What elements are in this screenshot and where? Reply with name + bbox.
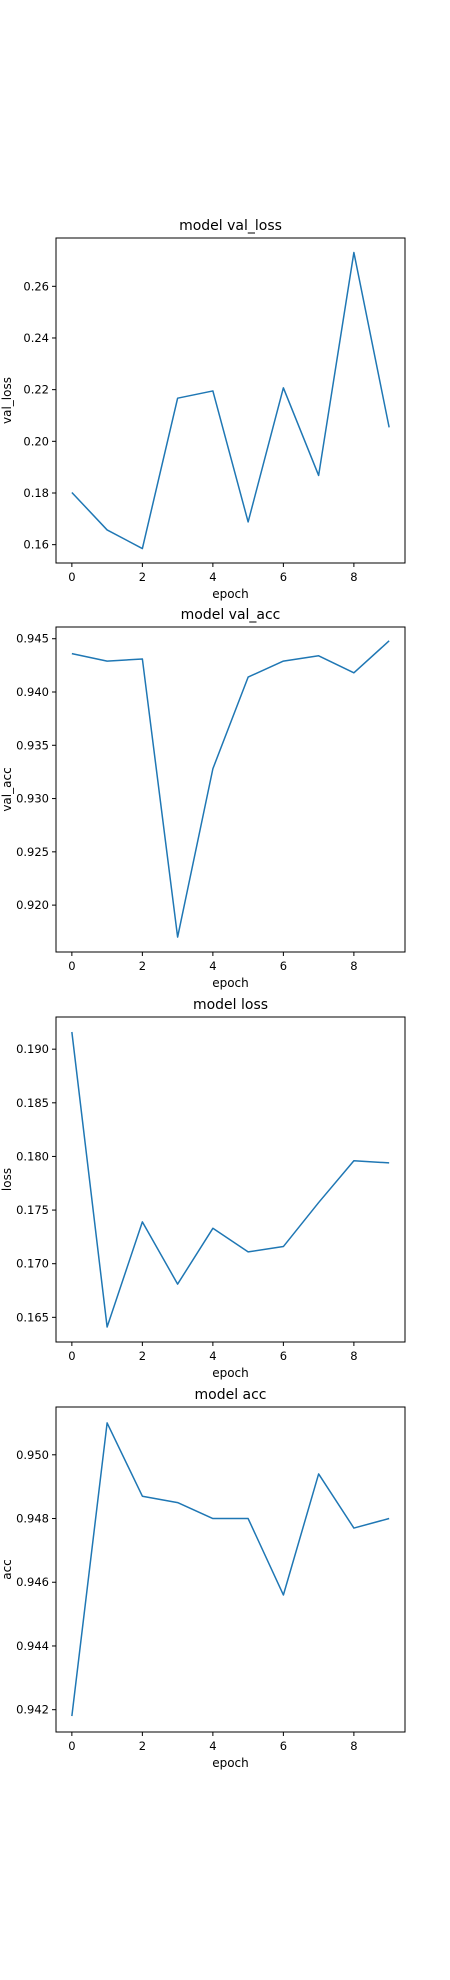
y-tick-label: 0.16 bbox=[23, 538, 49, 552]
y-tick-label: 0.180 bbox=[16, 1149, 49, 1163]
axes-frame bbox=[55, 626, 406, 953]
x-axis-label: epoch bbox=[212, 1756, 249, 1770]
x-tick-label: 8 bbox=[350, 1349, 357, 1363]
chart-2: model loss 0 2 4 6 8 0.165 0.170 0.175 0.180 0.185… bbox=[0, 997, 406, 1380]
chart-title: model val_loss bbox=[179, 218, 282, 234]
y-tick-label: 0.940 bbox=[16, 685, 49, 699]
x-tick-label: 4 bbox=[209, 1349, 216, 1363]
axes-frame bbox=[55, 237, 406, 564]
y-tick-label: 0.944 bbox=[16, 1639, 49, 1653]
y-axis-label: loss bbox=[0, 1168, 14, 1191]
chart-title: model val_acc bbox=[181, 607, 281, 623]
chart-0: model val_loss 0 2 4 6 8 0.16 0.18 0.20 0.22 0.24 0… bbox=[0, 218, 406, 601]
y-tick-label: 0.945 bbox=[16, 632, 49, 646]
chart-title: model acc bbox=[194, 1387, 266, 1403]
y-tick-label: 0.935 bbox=[16, 738, 49, 752]
series-line bbox=[71, 1031, 390, 1328]
x-tick-label: 8 bbox=[350, 1739, 357, 1753]
y-tick-label: 0.930 bbox=[16, 792, 49, 806]
axes-frame bbox=[55, 1406, 406, 1733]
y-axis-label: val_loss bbox=[0, 377, 14, 424]
y-tick-label: 0.946 bbox=[16, 1575, 49, 1589]
x-tick-label: 6 bbox=[280, 570, 287, 584]
y-axis-label: val_acc bbox=[0, 767, 14, 811]
x-tick-label: 0 bbox=[68, 1739, 75, 1753]
series-line bbox=[71, 1422, 390, 1717]
y-tick-label: 0.190 bbox=[16, 1042, 49, 1056]
x-tick-label: 2 bbox=[139, 959, 146, 973]
axes-frame bbox=[55, 1016, 406, 1343]
x-tick-label: 4 bbox=[209, 1739, 216, 1753]
x-tick-label: 6 bbox=[280, 1349, 287, 1363]
x-axis-label: epoch bbox=[212, 587, 249, 601]
x-axis-label: epoch bbox=[212, 1366, 249, 1380]
chart-title: model loss bbox=[193, 997, 268, 1013]
x-tick-label: 0 bbox=[68, 1349, 75, 1363]
y-tick-label: 0.925 bbox=[16, 845, 49, 859]
y-tick-label: 0.948 bbox=[16, 1512, 49, 1526]
y-tick-label: 0.22 bbox=[23, 383, 49, 397]
x-tick-label: 4 bbox=[209, 570, 216, 584]
y-tick-label: 0.18 bbox=[23, 486, 49, 500]
x-tick-label: 8 bbox=[350, 570, 357, 584]
x-tick-label: 4 bbox=[209, 959, 216, 973]
y-tick-label: 0.942 bbox=[16, 1703, 49, 1717]
y-tick-label: 0.170 bbox=[16, 1257, 49, 1271]
series-line bbox=[71, 251, 390, 550]
x-tick-label: 0 bbox=[68, 570, 75, 584]
y-tick-label: 0.950 bbox=[16, 1448, 49, 1462]
x-tick-label: 8 bbox=[350, 959, 357, 973]
x-axis-label: epoch bbox=[212, 976, 249, 990]
x-tick-label: 0 bbox=[68, 959, 75, 973]
y-axis-label: acc bbox=[0, 1559, 14, 1580]
x-tick-label: 2 bbox=[139, 1739, 146, 1753]
y-tick-label: 0.20 bbox=[23, 434, 49, 448]
x-tick-label: 2 bbox=[139, 570, 146, 584]
chart-3: model acc 0 2 4 6 8 0.942 0.944 0.946 0.948 0.950 e… bbox=[0, 1387, 406, 1770]
chart-1: model val_acc 0 2 4 6 8 0.920 0.925 0.930 0.935 0.… bbox=[0, 607, 406, 990]
x-tick-label: 6 bbox=[280, 959, 287, 973]
y-tick-label: 0.24 bbox=[23, 331, 49, 345]
y-tick-label: 0.185 bbox=[16, 1096, 49, 1110]
series-line bbox=[71, 640, 390, 938]
y-tick-label: 0.920 bbox=[16, 898, 49, 912]
y-tick-label: 0.26 bbox=[23, 279, 49, 293]
x-tick-label: 2 bbox=[139, 1349, 146, 1363]
y-tick-label: 0.165 bbox=[16, 1310, 49, 1324]
y-tick-label: 0.175 bbox=[16, 1203, 49, 1217]
x-tick-label: 6 bbox=[280, 1739, 287, 1753]
